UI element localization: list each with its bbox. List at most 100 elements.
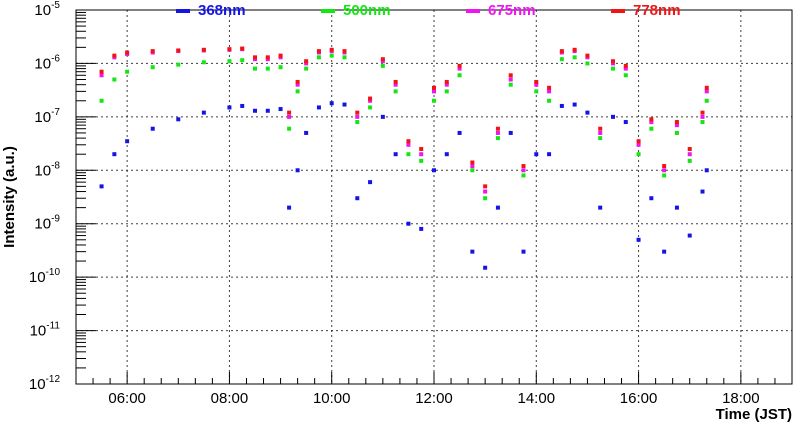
point-500nm bbox=[649, 126, 654, 131]
point-500nm bbox=[432, 98, 436, 103]
y-tick-base: 10 bbox=[34, 109, 51, 126]
point-368nm bbox=[380, 114, 385, 119]
point-675nm bbox=[444, 82, 449, 87]
point-778nm bbox=[176, 48, 181, 53]
y-tick-label: 10-11 bbox=[30, 321, 61, 340]
point-778nm bbox=[687, 147, 692, 152]
point-500nm bbox=[623, 73, 628, 78]
y-tick-exponent: -12 bbox=[46, 374, 61, 385]
point-778nm bbox=[623, 63, 628, 68]
point-368nm bbox=[611, 114, 615, 119]
point-500nm bbox=[547, 98, 552, 103]
point-675nm bbox=[380, 59, 385, 64]
y-axis-title: Intensity (a.u.) bbox=[1, 146, 18, 248]
point-368nm bbox=[704, 168, 709, 173]
point-778nm bbox=[278, 53, 283, 58]
point-368nm bbox=[521, 249, 526, 254]
point-675nm bbox=[704, 89, 709, 94]
point-500nm bbox=[662, 173, 667, 178]
point-675nm bbox=[521, 168, 526, 173]
point-778nm bbox=[636, 139, 641, 144]
point-500nm bbox=[380, 63, 385, 68]
point-500nm bbox=[112, 77, 117, 82]
point-368nm bbox=[99, 184, 104, 189]
point-675nm bbox=[547, 89, 552, 94]
point-368nm bbox=[125, 139, 130, 144]
point-675nm bbox=[304, 61, 309, 66]
point-778nm bbox=[227, 47, 232, 52]
point-675nm bbox=[495, 130, 500, 135]
point-675nm bbox=[674, 123, 679, 128]
grid bbox=[76, 10, 792, 384]
point-675nm bbox=[287, 114, 292, 119]
x-tick-labels: 06:00 08:00 10:00 12:00 14:00 16:00 18:00 bbox=[108, 390, 759, 407]
point-500nm bbox=[470, 168, 475, 173]
y-tick-label: 10-10 bbox=[29, 267, 61, 286]
point-500nm bbox=[704, 98, 709, 103]
x-tick-label: 14:00 bbox=[518, 390, 556, 407]
point-778nm bbox=[457, 63, 462, 68]
x-tick-label: 06:00 bbox=[108, 390, 146, 407]
point-778nm bbox=[470, 160, 475, 165]
point-778nm bbox=[674, 120, 679, 125]
point-778nm bbox=[342, 49, 347, 54]
point-675nm bbox=[508, 77, 513, 82]
point-500nm bbox=[393, 89, 398, 94]
point-500nm bbox=[444, 89, 449, 94]
point-500nm bbox=[329, 53, 334, 58]
point-778nm bbox=[649, 117, 654, 122]
point-500nm bbox=[287, 126, 292, 131]
point-368nm bbox=[444, 152, 449, 157]
y-tick-base: 10 bbox=[34, 2, 51, 19]
point-500nm bbox=[406, 152, 411, 157]
point-675nm bbox=[649, 120, 654, 125]
legend: 368nm 500nm 675nm 778nm bbox=[176, 2, 681, 19]
point-778nm bbox=[329, 47, 334, 52]
point-368nm bbox=[572, 102, 577, 107]
point-500nm bbox=[278, 65, 283, 70]
x-tick-label: 12:00 bbox=[415, 390, 453, 407]
point-778nm bbox=[662, 164, 667, 169]
point-675nm bbox=[611, 61, 615, 66]
point-500nm bbox=[99, 98, 104, 103]
point-778nm bbox=[521, 164, 526, 169]
point-368nm bbox=[342, 102, 347, 107]
point-778nm bbox=[547, 85, 552, 90]
point-368nm bbox=[495, 205, 500, 210]
point-368nm bbox=[278, 107, 283, 112]
data-points bbox=[99, 46, 709, 270]
point-675nm bbox=[598, 130, 603, 135]
point-500nm bbox=[611, 66, 615, 71]
point-368nm bbox=[295, 168, 300, 173]
point-500nm bbox=[368, 105, 373, 110]
legend-swatch bbox=[176, 9, 190, 13]
point-778nm bbox=[444, 79, 449, 84]
point-778nm bbox=[265, 55, 270, 60]
point-368nm bbox=[585, 110, 590, 115]
y-tick-exponent: -6 bbox=[51, 53, 60, 64]
point-368nm bbox=[355, 196, 360, 201]
point-500nm bbox=[636, 152, 641, 157]
point-778nm bbox=[483, 184, 488, 189]
y-tick-base: 10 bbox=[29, 376, 46, 393]
y-tick-base: 10 bbox=[30, 323, 47, 340]
y-tick-exponent: -8 bbox=[51, 160, 60, 171]
point-500nm bbox=[342, 55, 347, 60]
point-675nm bbox=[534, 82, 539, 87]
point-500nm bbox=[265, 66, 270, 71]
legend-label: 500nm bbox=[343, 2, 391, 19]
point-675nm bbox=[393, 82, 398, 87]
point-368nm bbox=[227, 105, 232, 110]
point-368nm bbox=[432, 168, 436, 173]
y-tick-label: 10-7 bbox=[34, 107, 60, 126]
point-368nm bbox=[287, 205, 292, 210]
point-368nm bbox=[598, 205, 603, 210]
point-500nm bbox=[253, 66, 257, 71]
x-tick-label: 08:00 bbox=[211, 390, 249, 407]
point-778nm bbox=[112, 53, 117, 58]
point-368nm bbox=[623, 120, 628, 125]
legend-label: 368nm bbox=[198, 2, 246, 19]
point-500nm bbox=[295, 89, 300, 94]
point-368nm bbox=[112, 152, 117, 157]
